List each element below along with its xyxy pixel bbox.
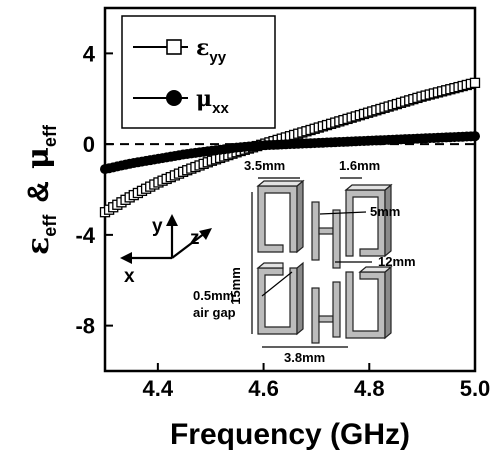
- y-title-ampersand: &: [22, 181, 55, 203]
- dim-line-air-gap: [261, 271, 293, 297]
- y-title-epsilon: ε: [21, 237, 56, 255]
- y-title-epsilon-sub: eff: [40, 214, 60, 237]
- dim-air-gap-line1: 0.5mm: [193, 288, 234, 303]
- ring-bottom-left: [256, 261, 304, 336]
- coord-label-x: x: [124, 266, 135, 287]
- y-title-mu-sub: eff: [40, 124, 60, 147]
- coord-axis-z-arrow: [171, 232, 206, 259]
- coord-label-z: z: [190, 228, 200, 249]
- dim-height: 15mm: [228, 267, 243, 305]
- coord-label-y: y: [152, 216, 163, 237]
- legend-marker-mu: [166, 90, 182, 106]
- y-title-mu: μ: [21, 147, 56, 169]
- coord-axis-z-head: [199, 228, 212, 240]
- plot-frame: [103, 6, 477, 373]
- legend-box: [121, 15, 276, 129]
- legend-label-epsilon: εyy: [196, 35, 227, 66]
- data-point-mu: [470, 131, 480, 142]
- srr-inset-diagram: 3.5mm 1.6mm 5mm 15mm 12mm 0.5mm air gap …: [193, 158, 416, 365]
- coord-axis-x-head: [120, 252, 132, 264]
- y-axis-ticks: 4 0 -4 -8: [75, 41, 113, 339]
- y-axis-title: εeff&μeff: [21, 124, 60, 255]
- ring-bottom-right: [345, 265, 393, 340]
- dim-width-top: 3.5mm: [244, 158, 285, 173]
- dim-right: 12mm: [378, 254, 416, 269]
- legend-label-mu: μxx: [196, 86, 229, 117]
- x-tick-label: 4.4: [143, 376, 174, 401]
- y-tick-label: 0: [83, 132, 95, 157]
- dim-middle: 5mm: [370, 204, 400, 219]
- data-point-epsilon: [469, 77, 481, 89]
- y-tick-label: 4: [83, 41, 96, 66]
- y-tick-label: -4: [75, 223, 95, 248]
- x-tick-label: 4.8: [354, 376, 385, 401]
- coordinate-axes-diagram: [120, 214, 212, 264]
- dim-air-gap-line2: air gap: [193, 305, 236, 320]
- coord-axis-y-head: [166, 214, 178, 226]
- series-epsilon-yy: [99, 77, 481, 218]
- series-mu-xx: [100, 131, 480, 175]
- dim-bottom: 3.8mm: [284, 350, 325, 365]
- dim-gap-top: 1.6mm: [339, 158, 380, 173]
- x-axis-ticks: 4.4 4.6 4.8 5.0: [143, 363, 491, 401]
- wire-top: [311, 201, 341, 269]
- y-tick-label: -8: [75, 314, 95, 339]
- svg-text:εeff&μeff: εeff&μeff: [21, 124, 60, 255]
- wire-bottom: [311, 281, 341, 344]
- ring-top-left: [256, 179, 305, 254]
- ring-top-right: [344, 183, 393, 258]
- x-axis-title: Frequency (GHz): [170, 418, 410, 451]
- legend-marker-epsilon: [166, 39, 182, 55]
- dim-line-middle: [319, 211, 367, 215]
- x-tick-label: 5.0: [460, 376, 491, 401]
- x-tick-label: 4.6: [248, 376, 279, 401]
- legend: εyy μxx: [121, 15, 276, 129]
